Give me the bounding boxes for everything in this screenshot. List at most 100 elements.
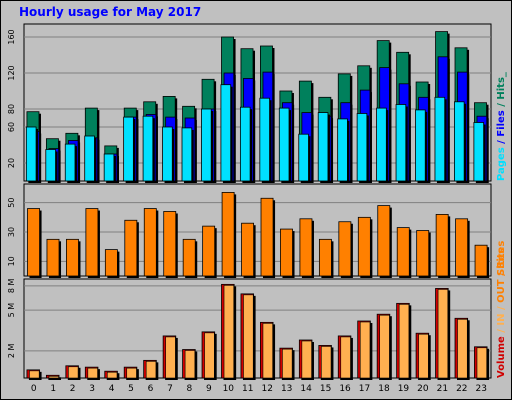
bar-volume-in (321, 346, 332, 379)
ytick-label-hits: 80 (7, 104, 16, 114)
right-label-sites: Sites (496, 248, 507, 276)
bar-sites (338, 221, 352, 277)
bar-pages (259, 97, 270, 182)
xtick-label: 10 (223, 384, 235, 394)
bar-pages (201, 108, 212, 182)
xtick-label: 18 (378, 384, 390, 394)
bar-pages (415, 109, 426, 182)
bar-volume-in (418, 333, 429, 379)
bar-sites (416, 230, 430, 277)
bar-volume-in (262, 323, 273, 379)
xtick-label: 14 (300, 384, 312, 394)
ytick-label-volume: 2 M (7, 343, 16, 358)
xtick-label: 15 (320, 384, 331, 394)
bar-volume-in (437, 289, 449, 379)
xtick-label: 13 (281, 384, 292, 394)
right-label-hits: Pages / Files / Hits_ (496, 72, 507, 181)
panel-sites (23, 183, 492, 277)
right-label-part: Sites (496, 241, 507, 269)
bar-sites (241, 222, 255, 277)
xtick-label: 6 (148, 384, 154, 394)
bar-volume-out-shadow (48, 377, 62, 380)
bar-pages (298, 133, 309, 182)
ytick-label-volume: 5 M (7, 303, 16, 318)
right-label-part: / (496, 269, 507, 280)
right-label-part: Sites (496, 248, 507, 276)
xtick-label: 5 (128, 384, 134, 394)
bar-sites (299, 218, 313, 277)
xtick-label: 23 (476, 384, 487, 394)
bar-sites (280, 228, 293, 277)
ytick-label-hits: 120 (7, 65, 16, 80)
xtick-label: 4 (109, 384, 115, 394)
bar-volume-in (282, 348, 293, 379)
bar-volume-in (106, 371, 118, 379)
bar-sites (202, 225, 216, 277)
bar-pages (395, 104, 407, 182)
bar-pages (337, 118, 348, 182)
bar-sites (435, 213, 449, 277)
right-label-part: IN (496, 313, 507, 325)
bar-volume-in (204, 332, 215, 379)
panel-volume (23, 278, 492, 379)
bar-volume-in (457, 318, 468, 379)
bar-pages (356, 113, 368, 182)
xtick-label: 16 (339, 384, 351, 394)
chart-title: Hourly usage for May 2017 (19, 5, 201, 19)
xtick-label: 21 (437, 384, 448, 394)
bar-pages (25, 126, 37, 182)
bar-volume-in (398, 304, 410, 379)
bar-pages (317, 112, 329, 182)
bar-volume-in (223, 285, 235, 379)
xtick-label: 19 (398, 384, 410, 394)
right-label-part: _ (496, 72, 507, 77)
bar-sites (182, 238, 196, 277)
bar-sites (143, 208, 157, 277)
bar-pages (162, 126, 173, 182)
chart-bars (25, 31, 490, 380)
xtick-label: 22 (456, 384, 467, 394)
bar-volume-in (340, 336, 351, 379)
bar-pages (123, 116, 134, 182)
bar-pages (64, 143, 76, 182)
bar-sites (318, 238, 332, 277)
bar-pages (454, 101, 465, 182)
ytick-label-sites: 10 (7, 256, 16, 266)
right-label-part: Files (496, 110, 507, 136)
xtick-label: 0 (31, 384, 37, 394)
xtick-label: 20 (417, 384, 429, 394)
bar-pages (239, 106, 251, 182)
ytick-label-volume: 8 M (7, 278, 16, 293)
bar-pages (434, 96, 446, 182)
xtick-label: 8 (187, 384, 193, 394)
bar-pages (181, 127, 193, 182)
right-label-part: OUT (496, 279, 507, 303)
ytick-label-hits: 20 (7, 158, 16, 168)
bar-sites (357, 216, 371, 277)
bar-sites (85, 208, 99, 277)
bar-sites (396, 227, 410, 277)
bar-volume-in (87, 367, 98, 379)
bar-sites (124, 219, 138, 277)
bar-volume-in (68, 366, 79, 379)
panel-hits (23, 23, 492, 182)
xtick-label: 3 (89, 384, 95, 394)
right-label-part: / (496, 303, 507, 314)
bar-pages (220, 84, 232, 182)
bar-sites (46, 238, 60, 277)
right-label-part: Volume (496, 336, 507, 378)
xtick-label: 9 (206, 384, 212, 394)
ytick-label-hits: 60 (7, 122, 16, 132)
right-label-part: Hits (496, 77, 507, 100)
xtick-label: 11 (242, 384, 253, 394)
bar-pages (278, 107, 290, 182)
bar-volume-in (29, 370, 40, 379)
chart-panels (23, 23, 492, 379)
bar-pages (473, 122, 485, 182)
bar-volume-in (301, 340, 312, 379)
bar-sites (260, 197, 274, 277)
ytick-label-sites: 30 (7, 227, 16, 237)
